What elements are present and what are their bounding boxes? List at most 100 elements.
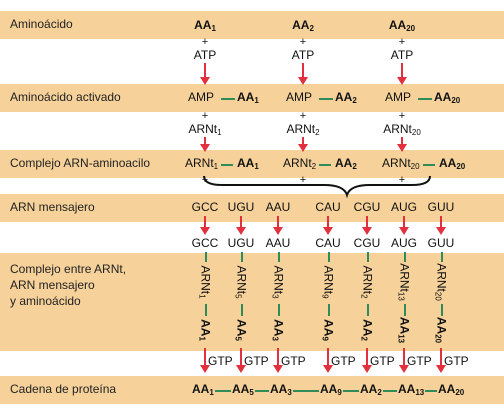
activated-amino-acid: AA2 xyxy=(335,90,357,105)
codon-trna-bond xyxy=(241,252,243,262)
complex-amino-acid: AA20 xyxy=(439,156,465,171)
amino-acid-symbol: AA xyxy=(192,382,210,396)
amino-acid-symbol: AA xyxy=(198,319,213,337)
row-label-mensajero: ARN mensajero xyxy=(10,200,95,214)
paired-codon: GCC xyxy=(191,236,219,250)
amino-acid-index: 1 xyxy=(211,24,216,33)
amp-bond xyxy=(418,98,432,100)
trna-symbol: ARNt xyxy=(234,265,249,295)
amino-acid-label: AA1 xyxy=(194,18,216,33)
plus-sign: + xyxy=(299,110,307,122)
peptide-bond xyxy=(254,390,269,392)
plus-sign: + xyxy=(201,110,209,122)
trna-index: 5 xyxy=(233,294,243,299)
peptide-bond xyxy=(425,390,437,392)
row-band-mensajero xyxy=(0,194,504,222)
amino-acid-label: AA2 xyxy=(292,18,314,33)
paired-codon: CGU xyxy=(353,236,381,250)
amino-acid-index: 20 xyxy=(406,24,416,33)
plus-sign: + xyxy=(398,110,406,122)
paired-codon: AUG xyxy=(390,236,418,250)
trna-symbol: ARNt xyxy=(286,122,316,136)
amino-acid-symbol: AA xyxy=(320,382,338,396)
gtp-label: GTP xyxy=(370,354,395,368)
trna-rotated-label: ARNt9 xyxy=(321,265,336,298)
protein-residue: AA1 xyxy=(192,382,214,397)
row-label-complejo-entre-3: y aminoácido xyxy=(10,294,81,308)
amino-acid-index: 20 xyxy=(451,96,461,105)
plus-sign: + xyxy=(201,36,209,48)
trna-symbol: ARNt xyxy=(271,265,286,295)
row-label-cadena: Cadena de proteína xyxy=(10,382,117,396)
trna-symbol: ARNt xyxy=(321,265,336,295)
trna-rotated-label: ARNt2 xyxy=(360,265,375,298)
row-band-aminoacido xyxy=(0,11,504,39)
amino-acid-symbol: AA xyxy=(434,316,449,335)
trna-symbol: ARNt xyxy=(198,265,213,295)
row-label-complejo-entre-2: ARN mensajero xyxy=(10,278,95,292)
amino-acid-index: 1 xyxy=(254,162,259,171)
amino-acid-index: 2 xyxy=(359,336,369,341)
trna-index: 3 xyxy=(270,294,280,299)
gtp-label: GTP xyxy=(444,354,469,368)
trna-index: 20 xyxy=(433,291,443,301)
amino-acid-index: 9 xyxy=(337,388,342,397)
mrna-codon: CGU xyxy=(353,200,381,214)
trna-rotated-label: ARNt13 xyxy=(397,263,412,301)
trna-complex-label: ARNt20 xyxy=(382,156,420,171)
trna-symbol: ARNt xyxy=(397,263,412,292)
amino-acid-symbol: AA xyxy=(388,18,407,32)
protein-residue: AA20 xyxy=(438,382,464,397)
codon-trna-bond xyxy=(441,252,443,262)
mrna-codon: GCC xyxy=(191,200,219,214)
paired-codon: GUU xyxy=(427,236,455,250)
bound-amino-acid: AA2 xyxy=(360,319,375,341)
trna-amino-bond xyxy=(221,164,233,166)
bound-amino-acid: AA3 xyxy=(271,319,286,341)
atp-label: ATP xyxy=(291,48,315,62)
paired-codon: AAU xyxy=(265,236,291,250)
plus-sign: + xyxy=(398,36,406,48)
trna-amino-bond xyxy=(328,304,330,316)
amino-acid-symbol: AA xyxy=(270,382,288,396)
bound-amino-acid: AA20 xyxy=(434,317,449,343)
trna-amino-bond xyxy=(367,304,369,316)
trna-label: ARNt20 xyxy=(383,122,421,137)
row-label-aminoacido: Aminoácido xyxy=(10,17,73,31)
activated-amino-acid: AA20 xyxy=(434,90,460,105)
gtp-label: GTP xyxy=(331,354,356,368)
amino-acid-symbol: AA xyxy=(438,382,456,396)
trna-index: 20 xyxy=(411,128,421,137)
activated-amino-acid: AA1 xyxy=(237,90,259,105)
amino-acid-symbol: AA xyxy=(271,319,286,337)
amino-acid-symbol: AA xyxy=(292,18,310,32)
mrna-codon: UGU xyxy=(227,200,255,214)
paired-codon: UGU xyxy=(227,236,255,250)
amp-label: AMP xyxy=(385,90,412,104)
amino-acid-index: 2 xyxy=(309,24,314,33)
amino-acid-index: 1 xyxy=(197,336,207,341)
amp-label: AMP xyxy=(188,90,215,104)
amino-acid-index: 5 xyxy=(233,336,243,341)
atp-label: ATP xyxy=(193,48,217,62)
trna-symbol: ARNt xyxy=(382,156,411,170)
gtp-label: GTP xyxy=(407,354,432,368)
trna-index: 2 xyxy=(315,128,320,137)
trna-amino-bond xyxy=(278,304,280,316)
amino-acid-symbol: AA xyxy=(194,18,212,32)
brace-icon xyxy=(203,175,431,199)
trna-label: ARNt1 xyxy=(188,122,221,137)
row-label-activado: Aminoácido activado xyxy=(10,90,121,104)
trna-amino-bond xyxy=(441,304,443,316)
trna-amino-bond xyxy=(319,164,331,166)
codon-trna-bond xyxy=(205,252,207,262)
trna-index: 1 xyxy=(213,162,219,171)
trna-amino-bond xyxy=(241,304,243,316)
trna-amino-bond xyxy=(404,304,406,316)
peptide-bond xyxy=(342,390,359,392)
bound-amino-acid: AA1 xyxy=(198,319,213,341)
amino-acid-index: 5 xyxy=(249,388,254,397)
trna-index: 1 xyxy=(217,128,222,137)
plus-sign: + xyxy=(299,174,307,186)
trna-index: 2 xyxy=(359,294,369,299)
